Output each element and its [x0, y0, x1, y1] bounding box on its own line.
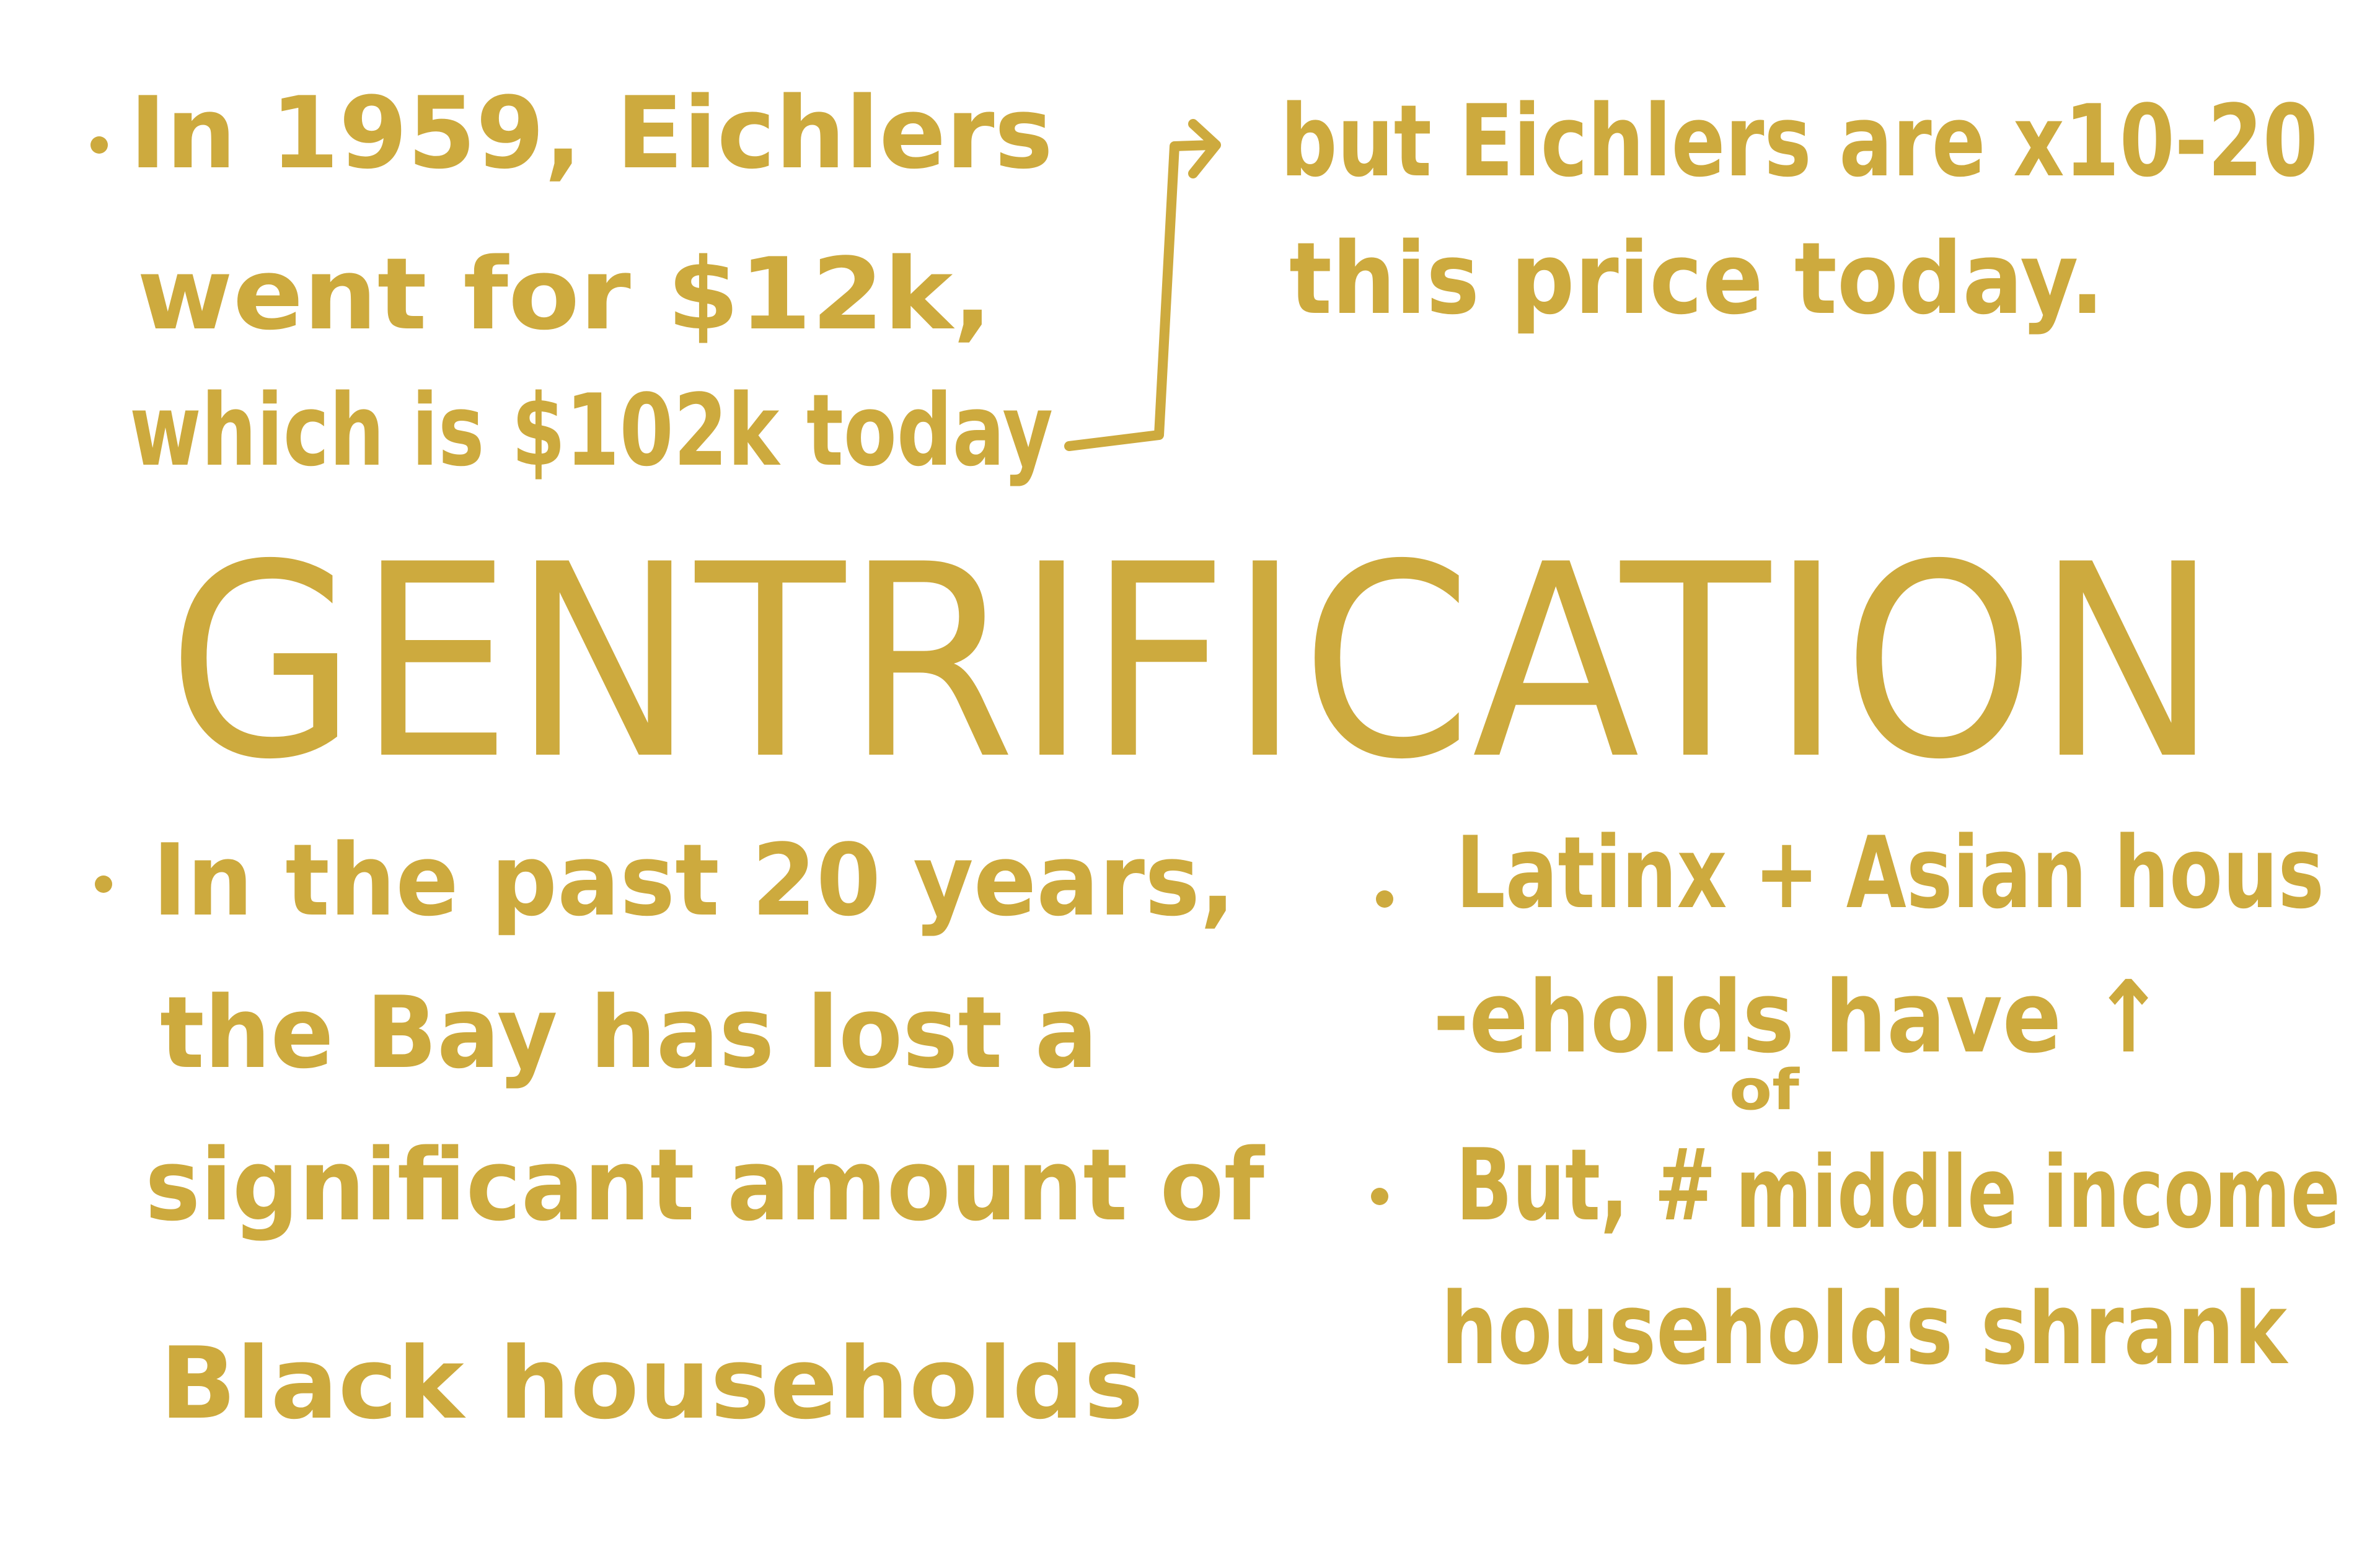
title: GENTRIFICATION	[167, 508, 2219, 818]
bullet	[95, 875, 112, 893]
note-line: -eholds have ↑	[1433, 959, 2165, 1075]
bullet	[90, 136, 108, 154]
note-line: went for $12k,	[137, 236, 992, 352]
bullets	[90, 136, 1393, 1205]
note-line: which is $102k today	[130, 372, 1053, 488]
note-line: households shrank	[1441, 1271, 2289, 1387]
note-line: middle income	[1735, 1134, 2340, 1250]
bracket-arrow	[1064, 119, 1221, 451]
bullet	[1371, 1188, 1388, 1205]
note-line: the Bay has lost a	[160, 975, 1098, 1090]
note-line: But, #	[1456, 1127, 1716, 1243]
superscript: of	[1729, 1058, 1800, 1123]
note-line: Black households	[160, 1325, 1144, 1441]
note-line: In 1959, Eichlers	[130, 75, 1053, 191]
note-line: In the past 20 years,	[152, 822, 1235, 938]
note-line: but Eichlers are x10-20	[1280, 83, 2318, 199]
note-line: Latinx + Asian hous	[1456, 815, 2324, 931]
note-line: significant amount of	[145, 1127, 1266, 1243]
note-line: this price today.	[1289, 221, 2104, 336]
bullet	[1376, 890, 1393, 908]
